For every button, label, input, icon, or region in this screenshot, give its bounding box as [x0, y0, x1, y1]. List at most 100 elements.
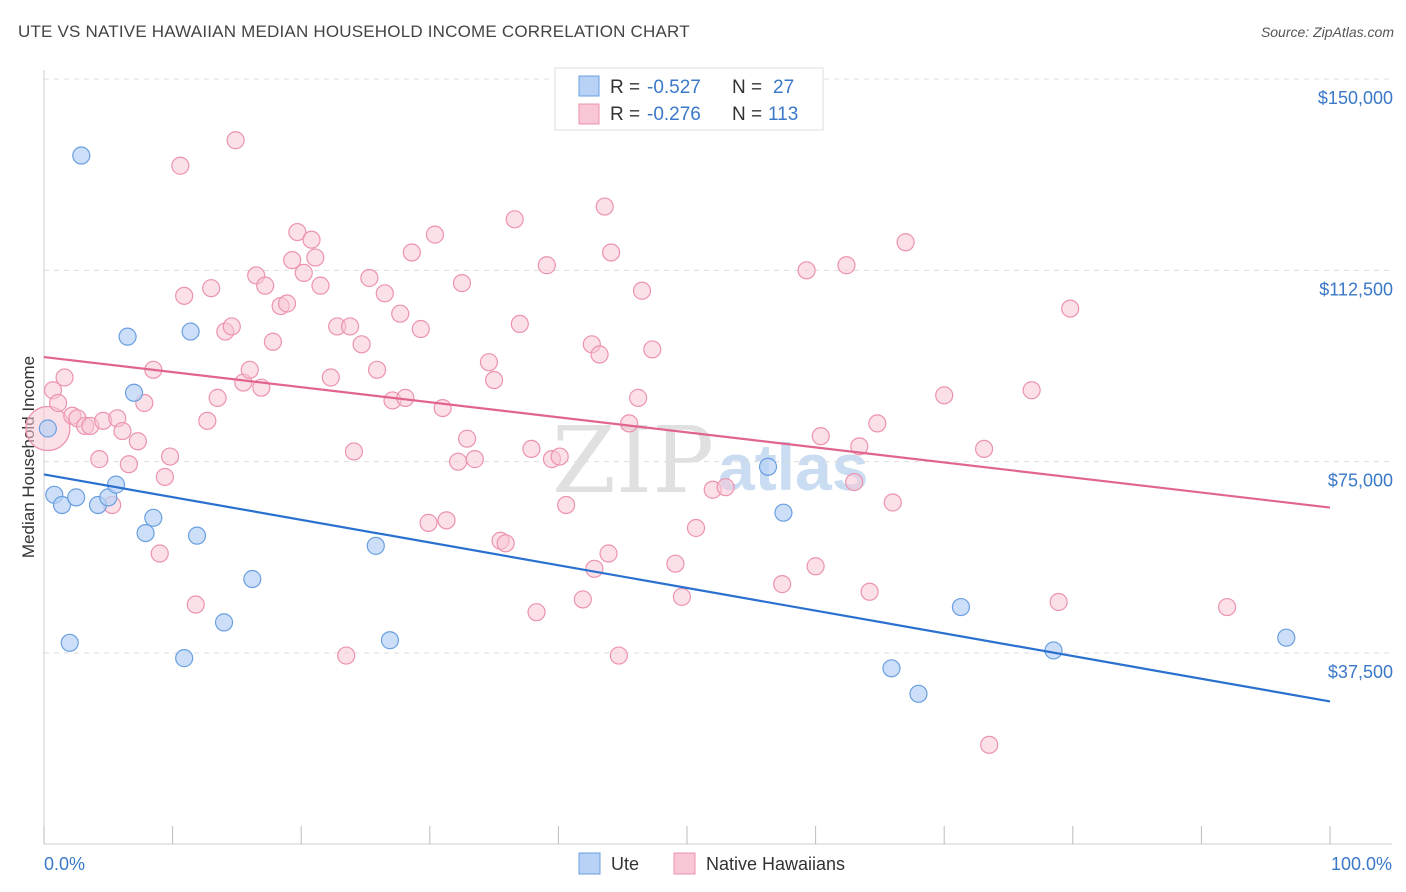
- hawaiian-point: [811, 427, 830, 446]
- hawaiian-point: [485, 370, 504, 390]
- hawaiian-point: [337, 646, 356, 665]
- ute-point: [72, 146, 91, 165]
- hawaiian-point: [557, 495, 576, 515]
- hawaiian-point: [119, 455, 138, 474]
- hawaiian-point: [411, 319, 430, 339]
- hawaiian-point: [527, 603, 546, 622]
- hawaiian-point: [391, 304, 410, 323]
- ute-point: [243, 569, 262, 589]
- hawaiian-point: [113, 421, 132, 441]
- ute-point: [909, 684, 928, 703]
- trend-lines: [43, 355, 1331, 703]
- hawaiian-point: [419, 513, 438, 532]
- hawaiian-point: [510, 314, 529, 334]
- hawaiian-point: [186, 595, 205, 614]
- ute-point: [67, 488, 86, 507]
- hawaiian-point: [666, 554, 685, 573]
- hawaiian-point: [590, 345, 609, 364]
- legend-ute-n-value: 27: [773, 77, 794, 98]
- hawaiian-point: [90, 450, 109, 469]
- ute-trend-line: [43, 473, 1331, 703]
- hawaiian-point: [150, 544, 169, 563]
- hawaiian-point: [980, 735, 999, 754]
- correlation-legend: R = -0.527 N = 27 R = -0.276 N = 113: [554, 67, 824, 131]
- ute-point: [60, 633, 79, 652]
- hawaiian-point: [672, 587, 691, 606]
- hawaiian-point: [609, 646, 628, 665]
- hawaiian-point: [868, 414, 887, 433]
- ute-point: [52, 495, 72, 515]
- hawaiian-point: [452, 273, 472, 293]
- hawaiian-point: [288, 222, 307, 242]
- hawaiian-point: [537, 256, 556, 275]
- hawaiian-point: [311, 276, 330, 295]
- hawaiian-point: [1061, 299, 1080, 318]
- hawaiian-point: [155, 467, 174, 487]
- hawaiian-point: [850, 437, 869, 456]
- x-tick-marks: [43, 826, 1331, 844]
- hawaiian-trend-line: [43, 355, 1331, 509]
- x-tick-label-min: 0.0%: [44, 854, 85, 874]
- hawaiian-point: [620, 414, 639, 433]
- hawaiian-point: [321, 368, 340, 387]
- legend-ute-n-label: N =: [732, 77, 762, 98]
- hawaiian-point: [883, 493, 902, 512]
- ute-point: [951, 597, 971, 617]
- hawaiian-point: [283, 251, 302, 270]
- legend-ute-r-label: R =: [610, 77, 640, 98]
- hawaiian-point: [845, 472, 864, 492]
- hawaiian-point: [465, 450, 484, 469]
- hawaiian-point: [716, 478, 735, 497]
- watermark-atlas: atlas: [718, 430, 868, 504]
- ute-point: [118, 327, 137, 346]
- ute-point: [380, 631, 400, 650]
- hawaiian-point: [686, 518, 706, 538]
- hawaiian-point: [49, 393, 68, 413]
- bottom-legend-hawaiian-label: Native Hawaiians: [706, 854, 845, 874]
- hawaiian-point: [1022, 381, 1041, 400]
- y-tick-labels: $37,500 $75,000 $112,500 $150,000: [1318, 88, 1393, 682]
- hawaiian-point: [55, 368, 74, 387]
- chart-title: UTE VS NATIVE HAWAIIAN MEDIAN HOUSEHOLD …: [18, 22, 690, 41]
- hawaiian-point: [773, 575, 792, 594]
- hawaiian-point: [240, 360, 259, 379]
- hawaiian-point: [602, 243, 621, 262]
- ute-point: [758, 457, 778, 476]
- ute-point: [1277, 628, 1296, 647]
- legend-hawaiian-r-value: -0.276: [647, 104, 701, 125]
- hawaiian-point: [457, 429, 477, 448]
- hawaiian-point: [599, 544, 618, 563]
- ute-point: [175, 649, 194, 668]
- y-tick-label-0: $37,500: [1328, 662, 1393, 682]
- y-axis-label: Median Household Income: [19, 356, 38, 558]
- hawaiian-point: [263, 332, 283, 351]
- hawaiian-point: [128, 432, 147, 451]
- hawaiian-point: [344, 442, 364, 461]
- ute-point: [181, 322, 200, 341]
- hawaiian-point: [629, 388, 648, 407]
- hawaiian-point: [171, 156, 190, 175]
- hawaiian-point: [437, 511, 456, 530]
- hawaiian-point: [160, 447, 180, 466]
- hawaiian-point: [294, 263, 313, 282]
- ute-point: [136, 523, 155, 543]
- legend-hawaiian-n-value: 113: [768, 104, 798, 125]
- hawaiian-point: [935, 386, 954, 405]
- ute-point: [144, 508, 163, 527]
- bottom-legend-ute-swatch: [578, 852, 601, 875]
- hawaiian-point: [496, 534, 515, 553]
- hawaiian-point: [175, 286, 194, 305]
- hawaiian-point: [896, 233, 915, 252]
- legend-hawaiian-swatch: [578, 103, 600, 125]
- hawaiian-point: [256, 276, 275, 295]
- hawaiian-point: [360, 268, 379, 288]
- hawaiian-point: [797, 261, 816, 280]
- hawaiian-point: [448, 452, 468, 471]
- hawaiian-point: [860, 582, 879, 601]
- x-tick-label-max: 100.0%: [1331, 854, 1392, 874]
- hawaiian-point: [643, 340, 662, 359]
- hawaiian-point: [375, 284, 394, 303]
- bottom-legend-ute-label: Ute: [611, 854, 639, 874]
- series-legend: Ute Native Hawaiians: [578, 852, 845, 875]
